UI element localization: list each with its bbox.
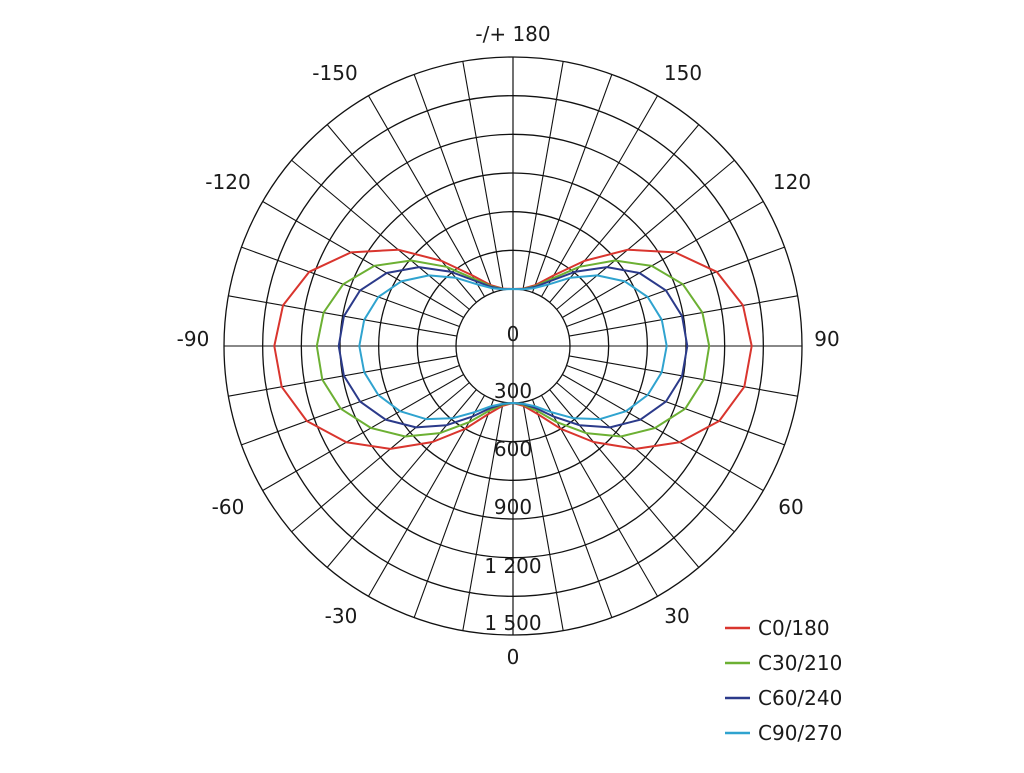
angle-labels: -/+ 180 150 -150 120 -120 90 -90 60 -60 30 -30 0 <box>177 22 840 669</box>
curve-c90-270 <box>358 274 668 421</box>
radial-labels: 0 300 600 900 1 200 1 500 <box>484 322 541 635</box>
angle-label: -30 <box>325 604 358 628</box>
radial-tick-label: 1 200 <box>484 554 541 578</box>
angle-label: 30 <box>664 604 689 628</box>
legend-label: C0/180 <box>758 616 830 640</box>
legend: C0/180 C30/210 C60/240 C90/270 <box>725 616 842 745</box>
angle-label: 150 <box>664 61 702 85</box>
legend-label: C90/270 <box>758 721 842 745</box>
angle-label: -90 <box>177 327 210 351</box>
angle-label: -150 <box>312 61 357 85</box>
radial-tick-label: 1 500 <box>484 611 541 635</box>
angle-label: -120 <box>205 170 250 194</box>
angle-label: 0 <box>507 645 520 669</box>
curve-layer <box>273 248 753 450</box>
legend-label: C60/240 <box>758 686 842 710</box>
angle-label: -60 <box>212 495 245 519</box>
polar-grid <box>223 56 803 636</box>
angle-label: -/+ 180 <box>475 22 550 46</box>
legend-label: C30/210 <box>758 651 842 675</box>
radial-tick-label: 0 <box>507 322 520 346</box>
angle-label: 90 <box>814 327 839 351</box>
radial-tick-label: 900 <box>494 495 532 519</box>
angle-label: 60 <box>778 495 803 519</box>
radial-tick-label: 600 <box>494 437 532 461</box>
radial-tick-label: 300 <box>494 379 532 403</box>
angle-label: 120 <box>773 170 811 194</box>
